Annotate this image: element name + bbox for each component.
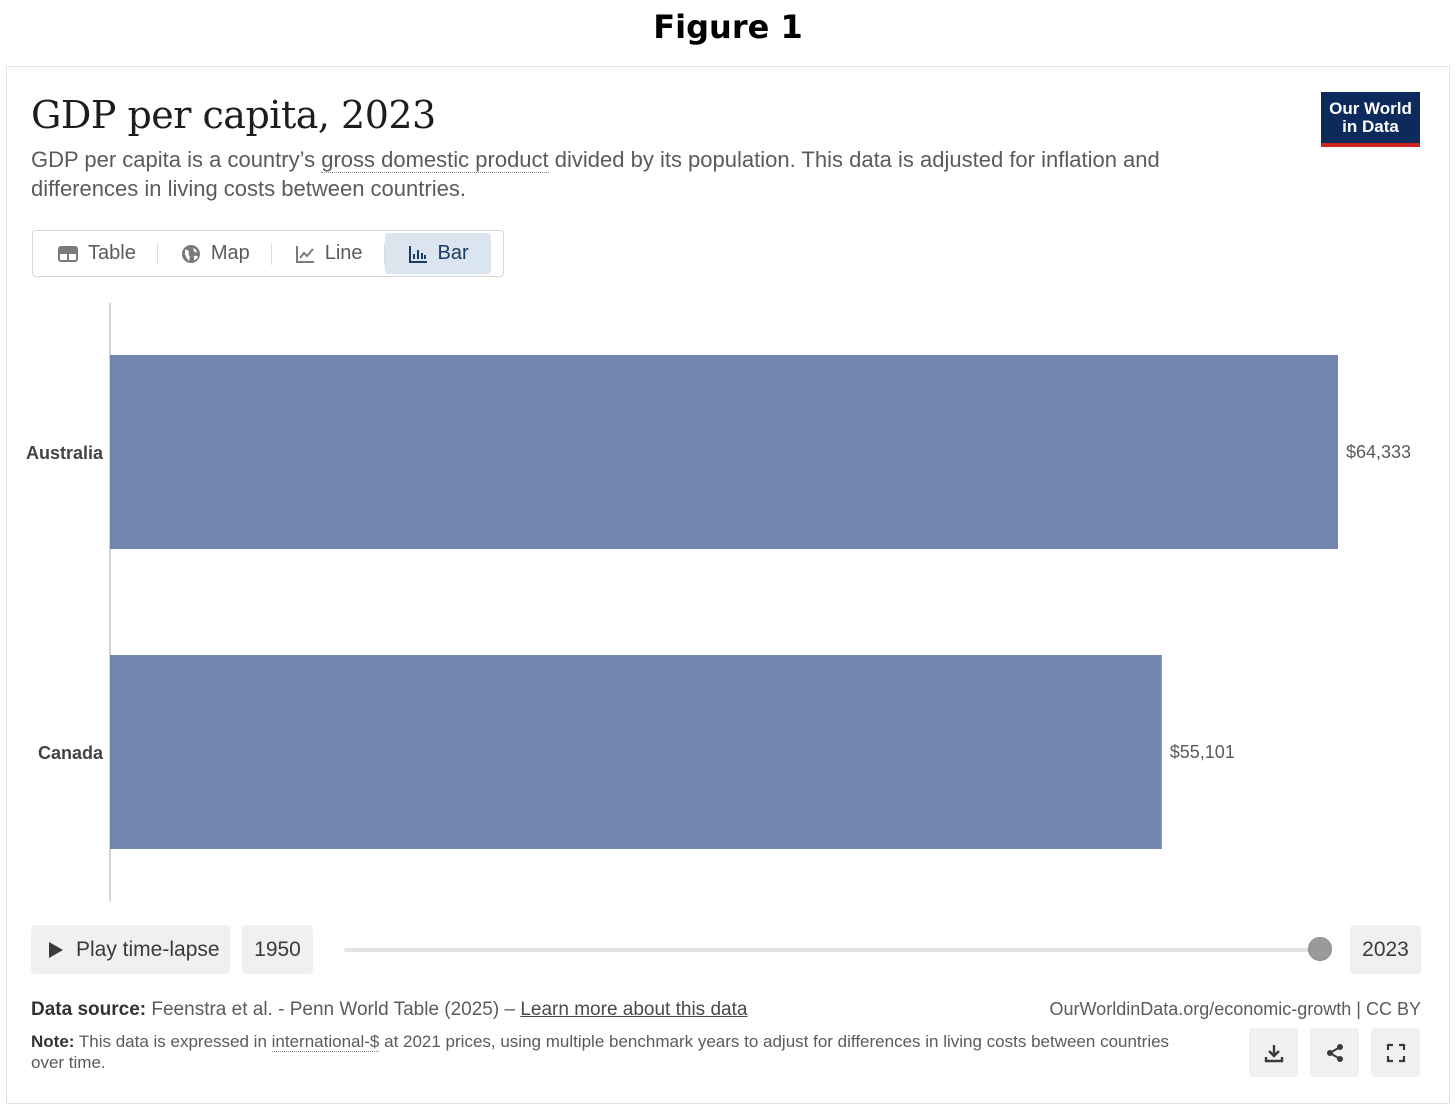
subtitle-text-after: divided by its population. This data is … [31, 147, 1160, 201]
note: Note: This data is expressed in internat… [31, 1031, 1191, 1073]
category-label-canada: Canada [38, 743, 104, 763]
note-label: Note: [31, 1032, 75, 1051]
chart-title: GDP per capita, 2023 [31, 93, 436, 137]
subtitle-text-before: GDP per capita is a country’s [31, 147, 322, 172]
data-source: Data source: Feenstra et al. - Penn Worl… [31, 999, 747, 1021]
timeline-handle[interactable] [1308, 937, 1332, 961]
source-text: Feenstra et al. - Penn World Table (2025… [146, 999, 521, 1020]
timeline-track[interactable] [344, 948, 1320, 952]
timeline: Play time-lapse 1950 2023 [31, 925, 1421, 975]
end-year-button[interactable]: 2023 [1350, 925, 1421, 974]
bar-australia[interactable] [110, 355, 1338, 549]
logo-line-1: Our World [1329, 99, 1412, 118]
bar-chart: Australia $64,333 Canada $55,101 [26, 303, 1411, 901]
share-button[interactable] [1310, 1028, 1359, 1077]
chart-card: GDP per capita, 2023 GDP per capita is a… [6, 66, 1450, 1104]
table-icon [57, 243, 79, 265]
line-chart-icon [294, 243, 316, 265]
gdp-term-link[interactable]: gross domestic product [321, 147, 549, 173]
start-year-button[interactable]: 1950 [242, 925, 313, 974]
fullscreen-button[interactable] [1371, 1028, 1420, 1077]
bars-group: Australia $64,333 Canada $55,101 [26, 355, 1411, 849]
globe-icon [180, 243, 202, 265]
fullscreen-icon [1386, 1043, 1405, 1062]
share-icon [1326, 1043, 1343, 1062]
bar-chart-icon [407, 243, 429, 265]
play-icon [49, 941, 63, 958]
source-label: Data source: [31, 999, 147, 1020]
tab-map-label: Map [210, 242, 250, 264]
bar-canada[interactable] [110, 655, 1162, 849]
note-before: This data is expressed in [74, 1032, 272, 1051]
play-timelapse-button[interactable]: Play time-lapse [31, 925, 230, 974]
tab-line[interactable]: Line [272, 233, 385, 274]
international-dollar-link[interactable]: international-$ [271, 1032, 380, 1052]
play-label: Play time-lapse [76, 937, 220, 961]
tab-table[interactable]: Table [35, 233, 158, 274]
site-credit[interactable]: OurWorldinData.org/economic-growth | CC … [1049, 999, 1421, 1019]
note-after: at 2021 prices, using multiple benchmark… [31, 1032, 1170, 1072]
category-label-australia: Australia [26, 443, 104, 463]
download-button[interactable] [1249, 1028, 1298, 1077]
download-icon [1264, 1044, 1283, 1062]
learn-more-link[interactable]: Learn more about this data [520, 999, 748, 1020]
tab-bar[interactable]: Bar [384, 233, 491, 274]
tab-bar-label: Bar [437, 242, 469, 264]
tab-table-label: Table [88, 242, 136, 264]
tab-line-label: Line [324, 242, 363, 264]
tab-map[interactable]: Map [158, 233, 272, 274]
value-label-canada: $55,101 [1170, 742, 1235, 762]
chart-subtitle: GDP per capita is a country’s gross dome… [31, 145, 1221, 203]
logo-line-2: in Data [1342, 117, 1399, 136]
figure-label: Figure 1 [653, 8, 803, 46]
view-tabs: Table Map Line Bar [32, 230, 504, 277]
value-label-australia: $64,333 [1346, 442, 1411, 462]
owid-logo[interactable]: Our World in Data [1321, 92, 1420, 147]
